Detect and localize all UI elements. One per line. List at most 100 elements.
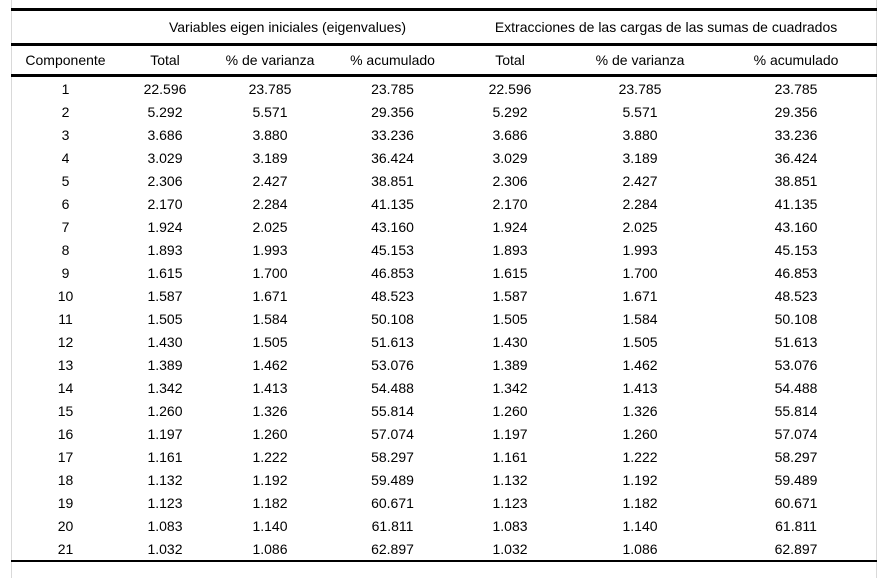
component-number-cell: 10 [57, 287, 74, 304]
value-cell: 2.284 [252, 195, 288, 212]
value-cell: 1.584 [252, 310, 288, 327]
column-header-componente: Componente [11, 44, 120, 77]
value-cell: 1.584 [622, 310, 658, 327]
value-cell: 1.462 [622, 356, 658, 373]
value-cell: 1.197 [147, 425, 183, 442]
component-number-cell: 21 [11, 537, 120, 562]
value-cell: 60.671 [371, 494, 414, 511]
value-cell: 1.192 [252, 471, 288, 488]
table-row: 2 5.292 5.571 29.356 5.292 5.571 29.356 [11, 100, 877, 123]
table-row: 5 2.306 2.427 38.851 2.306 2.427 38.851 [11, 169, 877, 192]
value-cell: 1.389 [147, 356, 183, 373]
group-header-initial-eigenvalues: Variables eigen iniciales (eigenvalues) [120, 8, 456, 46]
value-cell: 1.505 [252, 333, 288, 350]
value-cell: 58.297 [371, 448, 414, 465]
component-number-cell: 17 [57, 448, 74, 465]
value-cell: 1.505 [622, 333, 658, 350]
value-cell: 1.413 [622, 379, 658, 396]
component-number-cell: 3 [61, 126, 70, 143]
value-cell: 1.326 [252, 402, 288, 419]
value-cell: 1.342 [147, 379, 183, 396]
component-number-cell: 15 [57, 402, 74, 419]
value-cell: 2.170 [492, 195, 528, 212]
value-cell: 54.488 [371, 379, 414, 396]
value-cell: 3.189 [622, 149, 658, 166]
table-row: 17 1.161 1.222 58.297 1.161 1.222 58.297 [11, 445, 877, 468]
value-cell: 2.284 [622, 195, 658, 212]
value-cell: 59.489 [774, 471, 818, 488]
value-cell: 46.853 [774, 264, 818, 281]
value-cell: 1.260 [252, 425, 288, 442]
component-number-cell: 7 [61, 218, 70, 235]
value-cell: 33.236 [774, 126, 818, 143]
value-cell: 1.430 [492, 333, 528, 350]
value-cell: 38.851 [371, 172, 414, 189]
value-cell: 1.671 [622, 287, 658, 304]
value-cell: 48.523 [774, 287, 818, 304]
value-cell: 1.342 [492, 379, 528, 396]
value-cell: 1.260 [492, 402, 528, 419]
table-row: 19 1.123 1.182 60.671 1.123 1.182 60.671 [11, 491, 877, 514]
value-cell: 1.671 [252, 287, 288, 304]
column-header-total-extraction: Total [455, 44, 566, 77]
value-cell: 2.025 [252, 218, 288, 235]
value-cell: 22.596 [143, 80, 187, 97]
table-row: 10 1.587 1.671 48.523 1.587 1.671 48.523 [11, 284, 877, 307]
table-row: 11 1.505 1.584 50.108 1.505 1.584 50.108 [11, 307, 877, 330]
value-cell: 53.076 [774, 356, 818, 373]
value-cell: 43.160 [774, 218, 818, 235]
component-number-cell: 11 [58, 310, 73, 327]
value-cell: 23.785 [618, 80, 662, 97]
value-cell: 3.189 [252, 149, 288, 166]
value-cell: 23.785 [248, 80, 292, 97]
component-number-cell: 8 [61, 241, 70, 258]
value-cell: 58.297 [774, 448, 818, 465]
value-cell: 36.424 [774, 149, 818, 166]
value-cell: 1.924 [492, 218, 528, 235]
column-header-total-initial: Total [120, 44, 210, 77]
value-cell: 50.108 [774, 310, 818, 327]
value-cell: 5.571 [622, 103, 658, 120]
table-row: 14 1.342 1.413 54.488 1.342 1.413 54.488 [11, 376, 877, 399]
value-cell: 61.811 [371, 517, 414, 534]
value-cell: 1.083 [147, 517, 183, 534]
table-row: 12 1.430 1.505 51.613 1.430 1.505 51.613 [11, 330, 877, 353]
value-cell: 55.814 [774, 402, 818, 419]
component-number-cell: 1 [61, 80, 70, 97]
value-cell: 55.814 [371, 402, 414, 419]
value-cell: 1.993 [252, 241, 288, 258]
value-cell: 1.182 [622, 494, 658, 511]
value-cell: 1.086 [210, 537, 330, 562]
value-cell: 1.132 [147, 471, 183, 488]
value-cell: 36.424 [371, 149, 414, 166]
component-number-cell: 9 [61, 264, 70, 281]
component-number-cell: 20 [57, 517, 74, 534]
value-cell: 1.413 [252, 379, 288, 396]
value-cell: 57.074 [371, 425, 414, 442]
value-cell: 57.074 [774, 425, 818, 442]
component-number-cell: 2 [61, 103, 70, 120]
value-cell: 41.135 [774, 195, 818, 212]
value-cell: 1.182 [252, 494, 288, 511]
value-cell: 29.356 [371, 103, 414, 120]
component-number-cell: 19 [57, 494, 74, 511]
value-cell: 1.700 [252, 264, 288, 281]
table-header: Variables eigen iniciales (eigenvalues) … [11, 8, 878, 77]
value-cell: 1.505 [492, 310, 528, 327]
component-number-cell: 6 [61, 195, 70, 212]
table-row: 21 1.032 1.086 62.897 1.032 1.086 62.897 [11, 537, 878, 562]
value-cell: 1.192 [622, 471, 658, 488]
value-cell: 1.161 [492, 448, 528, 465]
value-cell: 48.523 [371, 287, 414, 304]
table-frame-left-border [11, 0, 12, 578]
value-cell: 1.083 [492, 517, 528, 534]
value-cell: 2.427 [622, 172, 658, 189]
value-cell: 1.222 [252, 448, 288, 465]
value-cell: 46.853 [371, 264, 414, 281]
value-cell: 1.123 [147, 494, 183, 511]
value-cell: 1.462 [252, 356, 288, 373]
value-cell: 1.587 [147, 287, 183, 304]
component-number-cell: 12 [57, 333, 74, 350]
value-cell: 1.326 [622, 402, 658, 419]
